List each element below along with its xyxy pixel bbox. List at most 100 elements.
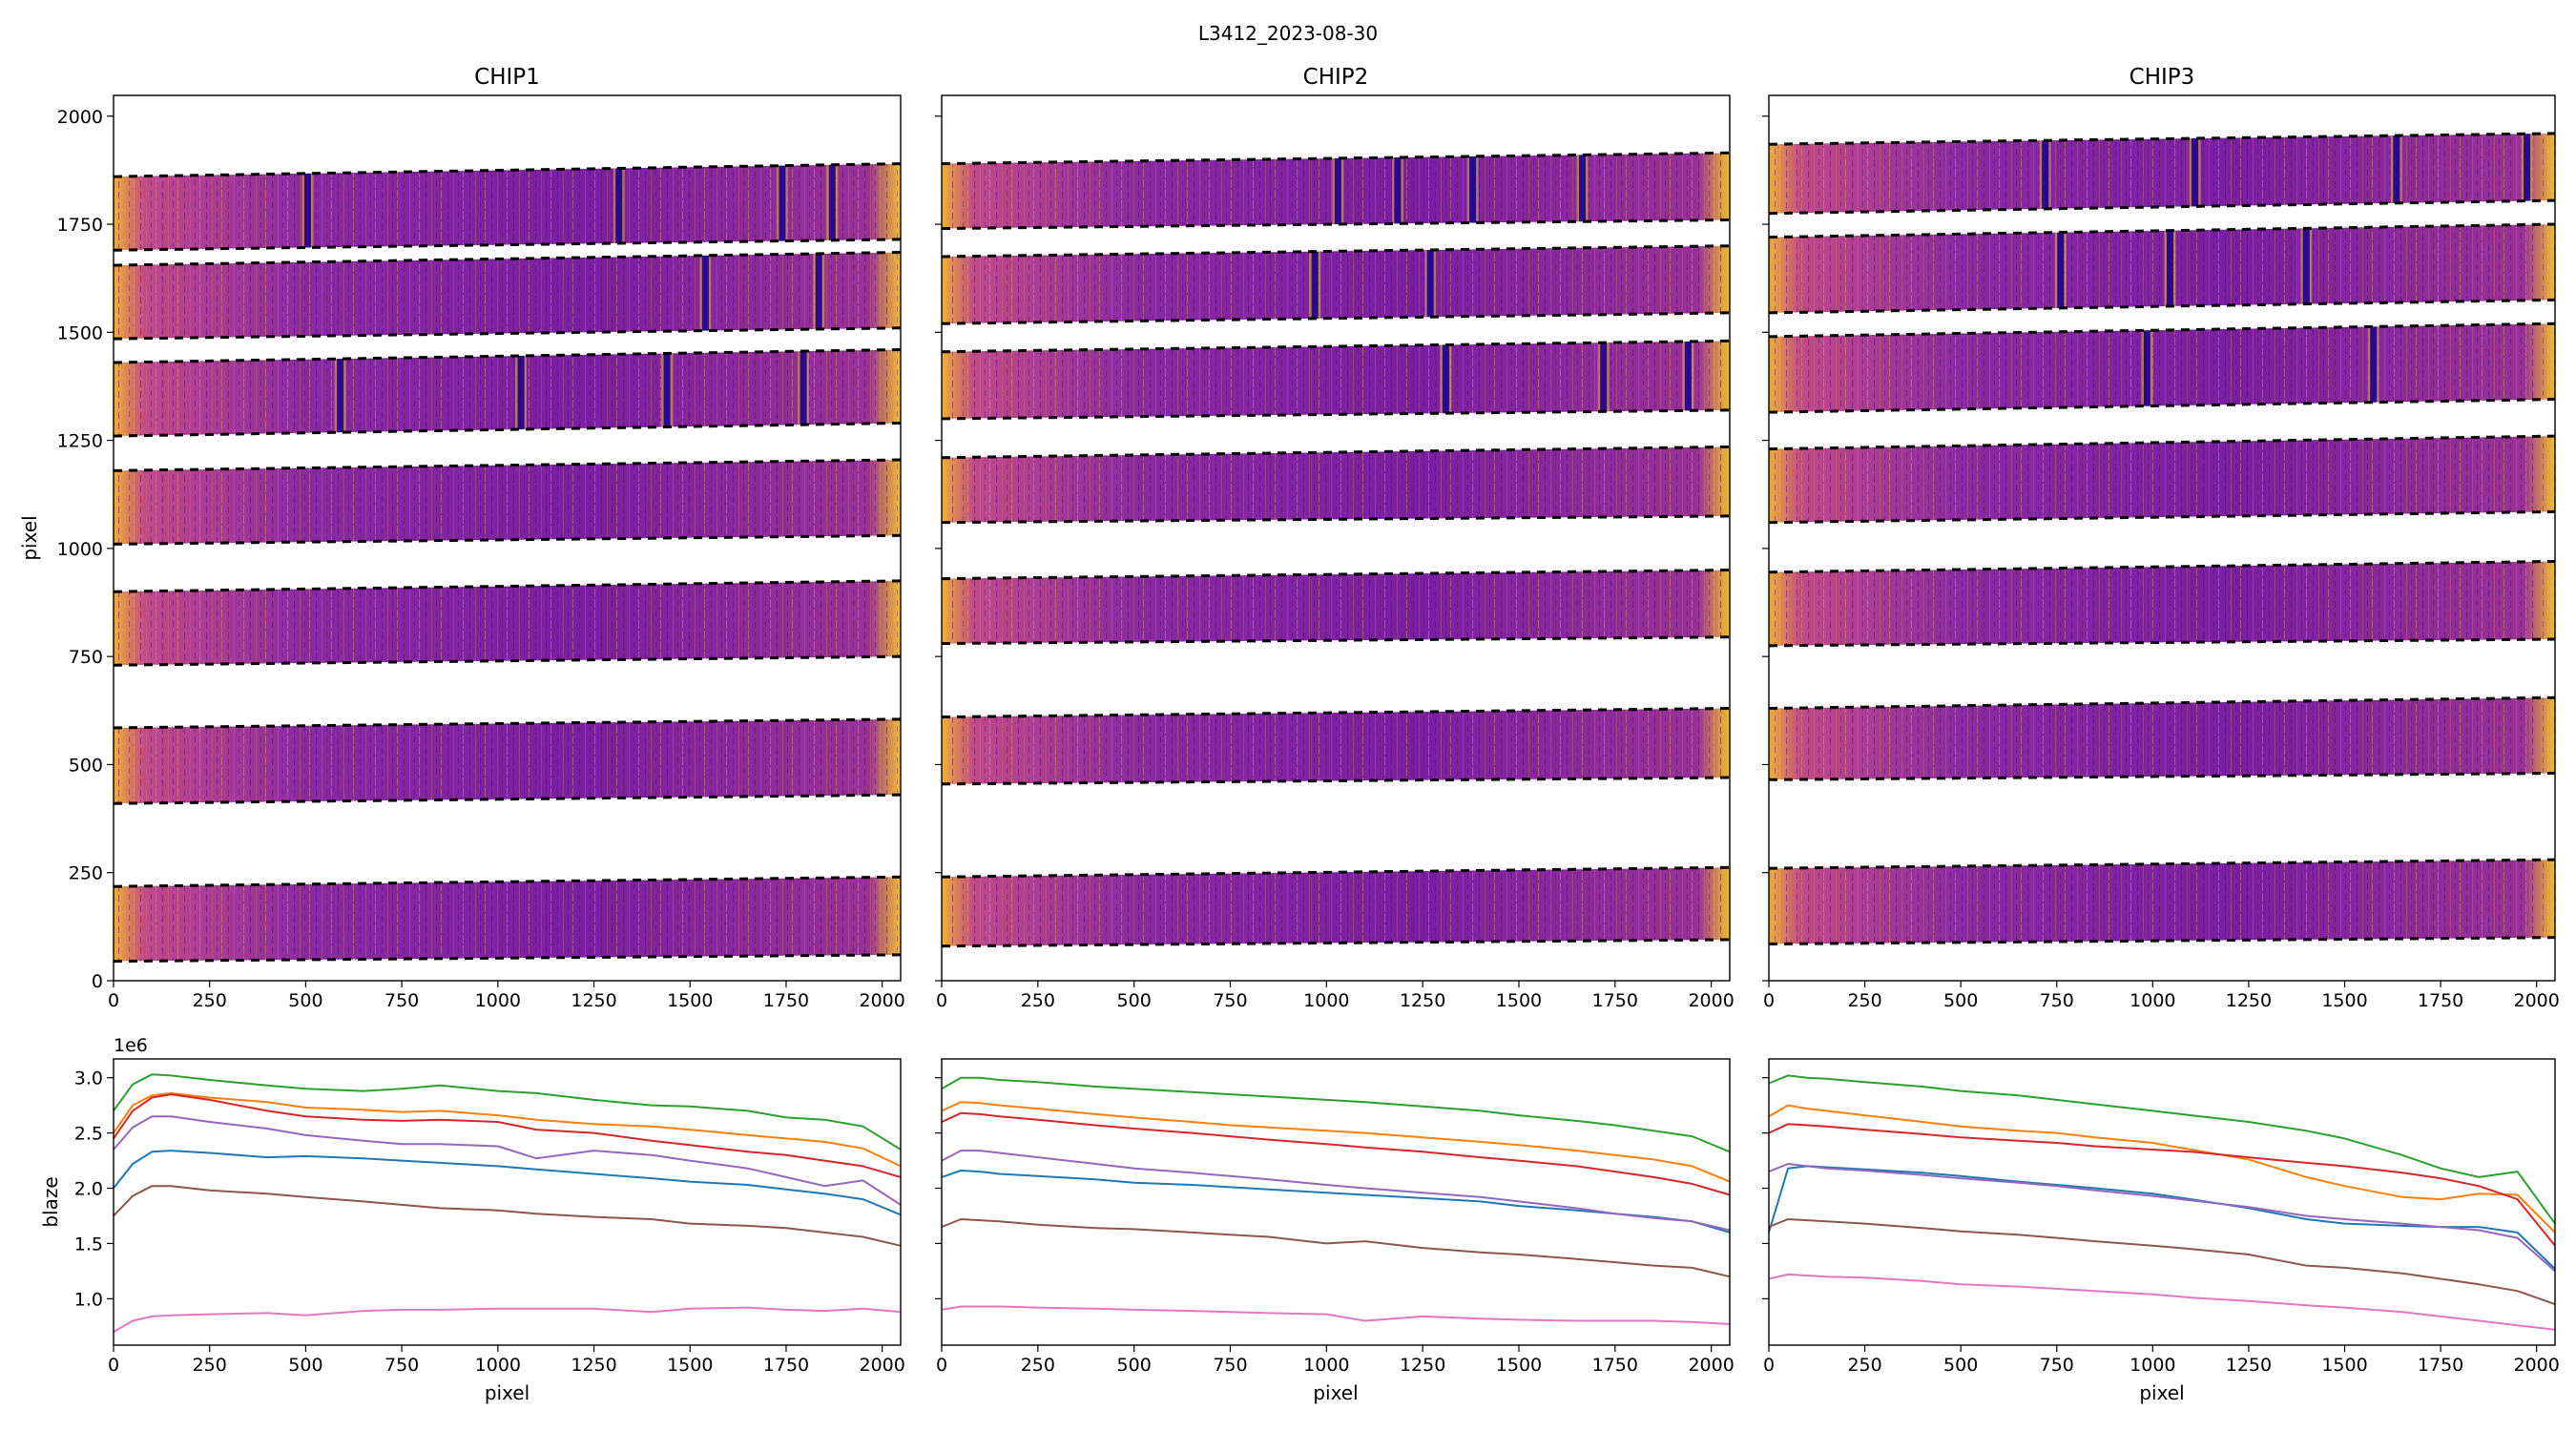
order-noise-texture bbox=[1769, 224, 2555, 313]
absorption-line bbox=[1684, 341, 1692, 411]
order-noise-texture bbox=[942, 341, 1730, 419]
x-tick-label: 500 bbox=[1943, 1355, 1978, 1376]
y-tick-label: 2.0 bbox=[74, 1179, 103, 1200]
y-tick-label: 2.5 bbox=[74, 1124, 103, 1145]
absorption-line bbox=[663, 353, 671, 427]
x-tick-label: 2000 bbox=[859, 990, 904, 1011]
order-noise-texture bbox=[942, 446, 1730, 523]
chip-panel-3: CHIP3 0 250 500 750 1000 1250 1500 1750 2000 bbox=[1762, 65, 2560, 1011]
chip-title: CHIP2 bbox=[1303, 65, 1369, 90]
blaze-panel-3: 0 250 500 750 1000 1250 1500 1750 2000 pixel bbox=[1762, 1058, 2560, 1404]
x-tick-label: 0 bbox=[936, 990, 947, 1011]
x-tick-label: 1000 bbox=[2129, 1355, 2175, 1376]
x-tick-label: 0 bbox=[108, 1355, 119, 1376]
blaze-series-line bbox=[113, 1115, 902, 1206]
y-tick-label: 1750 bbox=[57, 215, 103, 236]
order-top-edge bbox=[941, 151, 1731, 166]
x-tick-label: 1500 bbox=[1496, 1355, 1542, 1376]
blaze-series-line bbox=[113, 1073, 902, 1151]
order-bottom-edge bbox=[941, 311, 1731, 325]
x-tick-label: 1250 bbox=[2226, 990, 2272, 1011]
absorption-line bbox=[2524, 134, 2531, 201]
y-axis-label: pixel bbox=[18, 515, 41, 560]
absorption-line bbox=[2393, 135, 2400, 203]
absorption-line bbox=[828, 164, 836, 240]
order-noise-texture bbox=[1769, 561, 2555, 646]
order-bottom-edge bbox=[941, 514, 1731, 525]
x-tick-label: 750 bbox=[384, 1355, 419, 1376]
blaze-axes-frame bbox=[941, 1058, 1731, 1346]
x-tick-label: 500 bbox=[1117, 990, 1152, 1011]
x-tick-label: 1250 bbox=[571, 1355, 616, 1376]
y-tick-label: 250 bbox=[69, 863, 103, 884]
chip-title: CHIP3 bbox=[2129, 65, 2195, 90]
x-tick-label: 2000 bbox=[2514, 1355, 2560, 1376]
x-tick-label: 500 bbox=[1943, 990, 1978, 1011]
blaze-series-line bbox=[941, 1218, 1731, 1278]
x-tick-label: 500 bbox=[288, 1355, 322, 1376]
blaze-series-line bbox=[1768, 1123, 2556, 1247]
blaze-panel-2: 0 250 500 750 1000 1250 1500 1750 2000 pixel bbox=[935, 1058, 1735, 1404]
order-bottom-edge bbox=[941, 218, 1731, 231]
x-axis-label: pixel bbox=[2139, 1381, 2184, 1404]
y-tick-label: 1.5 bbox=[74, 1234, 103, 1255]
x-tick-label: 250 bbox=[193, 990, 227, 1011]
absorption-line bbox=[1426, 249, 1434, 318]
absorption-line bbox=[2042, 140, 2049, 209]
absorption-line bbox=[1600, 342, 1608, 412]
x-tick-label: 250 bbox=[1847, 1355, 1881, 1376]
absorption-line bbox=[815, 253, 822, 329]
order-noise-texture bbox=[942, 245, 1730, 324]
y-axis-label: blaze bbox=[39, 1176, 62, 1227]
x-tick-label: 0 bbox=[936, 1355, 947, 1376]
absorption-line bbox=[1311, 251, 1319, 319]
absorption-line bbox=[779, 165, 786, 241]
blaze-series-line bbox=[941, 1150, 1731, 1232]
absorption-line bbox=[303, 173, 311, 248]
x-tick-label: 750 bbox=[384, 990, 419, 1011]
blaze-series-line bbox=[1768, 1104, 2556, 1234]
x-tick-label: 1500 bbox=[2321, 1355, 2367, 1376]
order-noise-texture bbox=[114, 580, 901, 666]
blaze-series-line bbox=[941, 1305, 1731, 1325]
x-tick-label: 1000 bbox=[475, 1355, 521, 1376]
chip-axes-frame bbox=[1768, 94, 2556, 982]
x-tick-label: 250 bbox=[1021, 990, 1055, 1011]
blaze-series-line bbox=[1768, 1165, 2556, 1270]
blaze-axes-frame bbox=[1768, 1058, 2556, 1346]
y-tick-label: 750 bbox=[69, 647, 103, 668]
x-tick-label: 2000 bbox=[1688, 1355, 1734, 1376]
x-tick-label: 1750 bbox=[1592, 1355, 1638, 1376]
absorption-line bbox=[1469, 156, 1477, 223]
x-tick-label: 0 bbox=[1763, 990, 1775, 1011]
absorption-line bbox=[2192, 138, 2199, 207]
x-tick-label: 750 bbox=[1213, 990, 1247, 1011]
y-tick-label: 1500 bbox=[57, 322, 103, 343]
order-noise-texture bbox=[1769, 860, 2555, 944]
y-tick-label: 0 bbox=[92, 971, 103, 992]
absorption-line bbox=[1334, 157, 1341, 225]
x-tick-label: 1750 bbox=[763, 990, 809, 1011]
blaze-series-line bbox=[113, 1306, 902, 1333]
x-tick-label: 0 bbox=[1763, 1355, 1775, 1376]
blaze-series-line bbox=[113, 1093, 902, 1178]
order-top-edge bbox=[941, 865, 1731, 879]
x-tick-label: 1750 bbox=[2418, 990, 2463, 1011]
blaze-series-line bbox=[1768, 1218, 2556, 1306]
absorption-line bbox=[2302, 228, 2310, 304]
x-axis-label: pixel bbox=[485, 1381, 530, 1404]
x-tick-label: 500 bbox=[288, 990, 322, 1011]
x-tick-label: 1500 bbox=[2321, 990, 2367, 1011]
absorption-line bbox=[615, 168, 623, 243]
x-tick-label: 750 bbox=[2040, 990, 2074, 1011]
blaze-series-line bbox=[1768, 1163, 2556, 1273]
x-tick-label: 2000 bbox=[1688, 990, 1734, 1011]
blaze-series-line bbox=[113, 1091, 902, 1168]
absorption-line bbox=[337, 359, 344, 433]
y-tick-label: 1000 bbox=[57, 539, 103, 560]
order-noise-texture bbox=[114, 718, 901, 804]
absorption-line bbox=[1579, 155, 1587, 222]
order-top-edge bbox=[941, 707, 1731, 719]
x-tick-label: 1750 bbox=[1592, 990, 1638, 1011]
